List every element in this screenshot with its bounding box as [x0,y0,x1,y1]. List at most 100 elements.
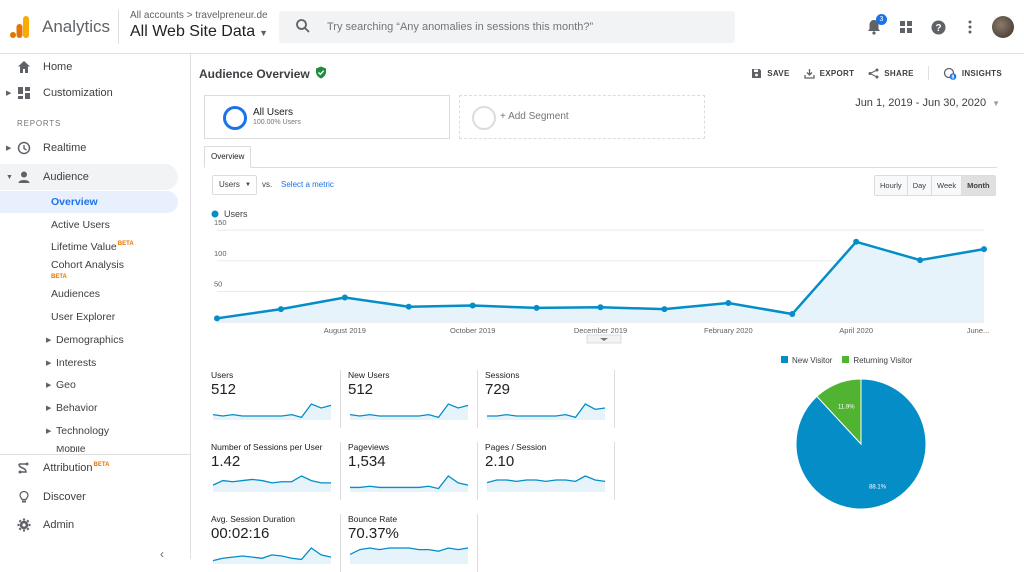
granularity-week[interactable]: Week [931,176,962,195]
search-bar[interactable]: Try searching “Any anomalies in sessions… [279,11,735,43]
sidebar-item-discover[interactable]: Discover [0,484,178,510]
sidebar-subitem-lifetime-value[interactable]: Lifetime ValueBETA [0,236,178,258]
top-bar: Analytics All accounts > travelpreneur.d… [0,0,1024,54]
pie-slice-label: 88.1% [869,484,887,490]
export-button[interactable]: EXPORT [803,68,855,79]
property-selector[interactable]: All Web Site Data ▼ [130,23,268,41]
apps-icon[interactable] [890,14,922,40]
sidebar-subitem-demographics[interactable]: ▶ Demographics [0,329,178,351]
data-point[interactable] [214,315,220,322]
legend-new-visitor: New Visitor [781,356,832,365]
sidebar-item-admin[interactable]: Admin [0,512,178,538]
data-point[interactable] [661,306,668,313]
kpi-pages-session[interactable]: Pages / Session 2.10 [485,442,615,500]
sidebar-subitem-user-explorer[interactable]: User Explorer [0,306,178,328]
chart-resize-handle[interactable] [586,334,622,344]
chevron-right-icon: ▶ [46,360,52,367]
pie-slice-new-visitor[interactable] [795,378,927,510]
granularity-month[interactable]: Month [961,176,995,195]
kpi-label: Bounce Rate [348,514,398,524]
sidebar-item-realtime[interactable]: ▶ Realtime [0,135,178,161]
sidebar-subitem-label: Interests [56,357,97,369]
kpi-label: New Users [348,370,390,380]
kpi-sparkline [487,403,606,420]
legend-label: Returning Visitor [853,356,913,365]
help-icon[interactable]: ? [922,14,954,40]
sidebar-subitem-geo[interactable]: ▶ Geo [0,374,178,396]
sidebar-subitem-interests[interactable]: ▶ Interests [0,352,178,374]
sidebar-item-attribution[interactable]: AttributionBETA [0,455,178,481]
kpi-pageviews[interactable]: Pageviews 1,534 [348,442,478,500]
legend-dot [211,210,219,218]
date-range-label: Jun 1, 2019 - Jun 30, 2020 [855,97,987,109]
kpi-value: 1,534 [348,453,386,470]
kpi-number-of-sessions-per-user[interactable]: Number of Sessions per User 1.42 [211,442,341,500]
save-button[interactable]: SAVE [751,68,789,79]
main-content: Audience Overview SAVE EXPORT SHARE 8 IN… [190,54,1024,572]
sidebar-subitem-active-users[interactable]: Active Users [0,214,178,236]
kpi-bounce-rate[interactable]: Bounce Rate 70.37% [348,514,478,572]
divider [927,66,929,80]
save-label: SAVE [767,68,790,78]
kpi-sessions[interactable]: Sessions 729 [485,370,615,428]
sidebar-subitem-cohort-analysis[interactable]: Cohort Analysis BETA [0,257,178,283]
breadcrumb[interactable]: All accounts > travelpreneur.de [130,10,268,21]
data-point[interactable] [341,294,348,301]
sidebar-item-customization[interactable]: ▶ Customization [0,80,178,106]
more-vert-icon[interactable] [954,14,986,40]
x-tick-label: June... [967,326,990,335]
home-icon [18,61,30,73]
sidebar-item-label: Admin [43,519,75,531]
pie-slice-returning-visitor[interactable] [816,378,862,446]
report-tabs: Overview [204,146,997,168]
collapse-sidebar-icon[interactable]: ‹ [160,547,164,561]
kpi-sparkline [212,403,332,420]
date-range-picker[interactable]: Jun 1, 2019 - Jun 30, 2020 ▼ [855,97,1000,109]
sidebar-subitem-overview[interactable]: Overview [0,191,178,213]
data-point[interactable] [725,300,732,307]
users-line-chart: Users 50 100 150 August 2019 October 2019 Dece… [211,209,990,344]
granularity-hourly[interactable]: Hourly [875,176,907,195]
bell-icon[interactable]: 3 [858,14,890,40]
sidebar-item-audience[interactable]: ▼ Audience [0,164,178,190]
data-point[interactable] [853,238,860,245]
analytics-logo-icon[interactable] [10,16,30,38]
metric-select[interactable]: Users ▼ [212,175,257,195]
avatar[interactable] [992,16,1014,38]
sidebar-item-home[interactable]: Home [0,54,178,80]
kpi-sparkline [486,475,606,492]
data-point[interactable] [981,246,987,253]
add-segment-button[interactable]: + Add Segment [459,95,705,139]
sidebar-subitem-mobile[interactable]: Mobile [0,446,178,454]
segment-all-users[interactable]: All Users 100.00% Users [204,95,450,139]
data-point[interactable] [469,302,476,309]
caret-down-icon: ▼ [992,99,1000,108]
share-button[interactable]: SHARE [868,68,914,79]
insights-icon: 8 [943,67,957,80]
sidebar-subitem-audiences[interactable]: Audiences [0,283,178,305]
sidebar-subitem-label: Mobile [56,446,86,454]
tab-overview[interactable]: Overview [204,146,252,168]
kpi-users[interactable]: Users 512 [211,370,341,428]
sidebar-subitem-label: Overview [51,196,98,208]
export-icon [803,68,815,79]
series-area [217,241,984,322]
granularity-day[interactable]: Day [906,176,932,195]
divider [0,454,190,455]
sidebar-subitem-behavior[interactable]: ▶ Behavior [0,397,178,419]
data-point[interactable] [917,257,924,264]
data-point[interactable] [789,311,796,318]
select-metric-link[interactable]: Select a metric [281,180,334,189]
data-point[interactable] [277,306,284,313]
data-point[interactable] [597,304,604,311]
sidebar-subitem-technology[interactable]: ▶ Technology [0,420,178,442]
kpi-new-users[interactable]: New Users 512 [348,370,478,428]
export-label: EXPORT [819,68,855,78]
segment-percentage: 100.00% Users [253,119,301,126]
sidebar-subitem-label: Geo [56,379,76,391]
data-point[interactable] [533,304,540,311]
insights-button[interactable]: 8 INSIGHTS [943,67,1002,80]
kpi-value: 00:02:16 [211,525,270,542]
kpi-avg-session-duration[interactable]: Avg. Session Duration 00:02:16 [211,514,341,572]
data-point[interactable] [405,303,412,310]
